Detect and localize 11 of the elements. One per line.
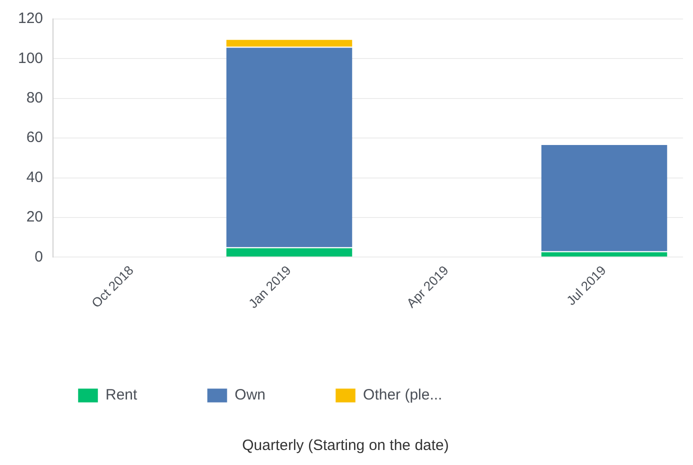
legend-label: Rent: [106, 386, 138, 404]
legend-label: Other (ple...: [363, 386, 442, 404]
y-tick-label: 60: [26, 129, 44, 146]
y-tick-label: 40: [26, 168, 44, 186]
text: Quarterly (Starting on the date): [242, 437, 449, 454]
y-tick-label: 80: [26, 90, 44, 107]
y-tick-label: 20: [26, 208, 44, 226]
y-tick-label: 120: [18, 10, 44, 28]
y-tick-label: 100: [18, 50, 44, 67]
legend-label: Own: [234, 386, 266, 404]
y-tick-label: 0: [34, 248, 44, 266]
